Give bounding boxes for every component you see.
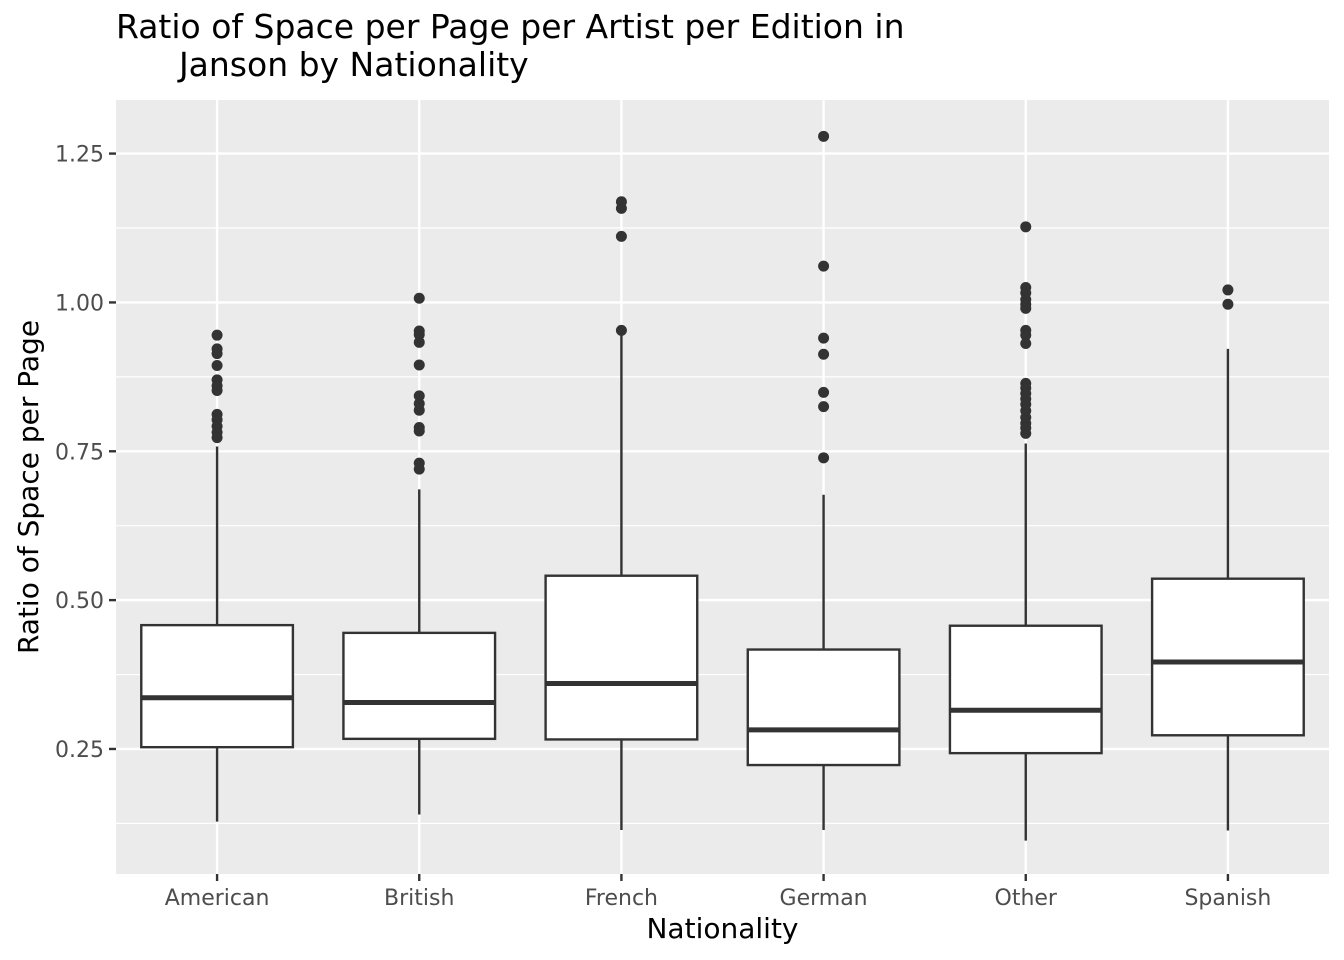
outlier-point (1020, 338, 1032, 350)
outlier-point (413, 329, 425, 341)
outlier-point (211, 385, 223, 397)
outlier-point (1020, 427, 1032, 439)
outlier-point (818, 401, 830, 413)
chart-title: Ratio of Space per Page per Artist per E… (116, 7, 905, 84)
outlier-point (413, 292, 425, 304)
outlier-point (818, 332, 830, 344)
outlier-point (1020, 221, 1032, 233)
x-axis: American British French German Other Spanish (165, 874, 1271, 911)
outlier-point (413, 359, 425, 371)
outlier-point (818, 452, 830, 464)
iqr-box (1150, 577, 1305, 737)
outlier-point (818, 130, 830, 142)
outlier-point (1020, 302, 1032, 314)
y-tick-label: 0.75 (55, 440, 104, 465)
box-american (140, 329, 295, 822)
outlier-point (211, 329, 223, 341)
minor-gridlines (116, 227, 1329, 824)
iqr-box (342, 631, 497, 741)
outlier-point (818, 386, 830, 398)
outlier-point (615, 230, 627, 242)
outlier-point (615, 202, 627, 214)
iqr-box (140, 623, 295, 749)
y-axis-title: Ratio of Space per Page (12, 320, 45, 654)
outlier-point (211, 360, 223, 372)
y-tick-label: 1.25 (55, 143, 104, 168)
x-tick-label: Spanish (1184, 886, 1271, 911)
x-tick-label: British (384, 886, 454, 911)
plot-panel (116, 100, 1329, 874)
outlier-point (413, 463, 425, 475)
outlier-point (211, 432, 223, 444)
box-spanish (1150, 284, 1305, 831)
outlier-point (211, 348, 223, 360)
outlier-point (1222, 298, 1234, 310)
outlier-point (1222, 284, 1234, 296)
outlier-point (413, 425, 425, 437)
y-axis: 0.25 0.50 0.75 1.00 1.25 (55, 143, 116, 763)
outlier-point (413, 336, 425, 348)
x-tick-label: Other (995, 886, 1058, 911)
x-axis-title: Nationality (646, 912, 798, 945)
outlier-point (615, 324, 627, 336)
x-tick-label: American (165, 886, 270, 911)
outlier-point (818, 260, 830, 272)
box-other (948, 221, 1103, 841)
outlier-point (413, 404, 425, 416)
box-british (342, 292, 497, 815)
iqr-box (544, 574, 699, 741)
outlier-point (1020, 329, 1032, 341)
y-tick-label: 0.25 (55, 738, 104, 763)
box-french (544, 196, 699, 830)
y-tick-label: 0.50 (55, 589, 104, 614)
box-series (140, 130, 1305, 841)
x-tick-label: German (780, 886, 868, 911)
outlier-point (413, 390, 425, 402)
iqr-box (948, 624, 1103, 755)
y-tick-label: 1.00 (55, 291, 104, 316)
box-german (746, 130, 901, 830)
outlier-point (818, 348, 830, 360)
iqr-box (746, 648, 901, 767)
x-tick-label: French (585, 886, 658, 911)
